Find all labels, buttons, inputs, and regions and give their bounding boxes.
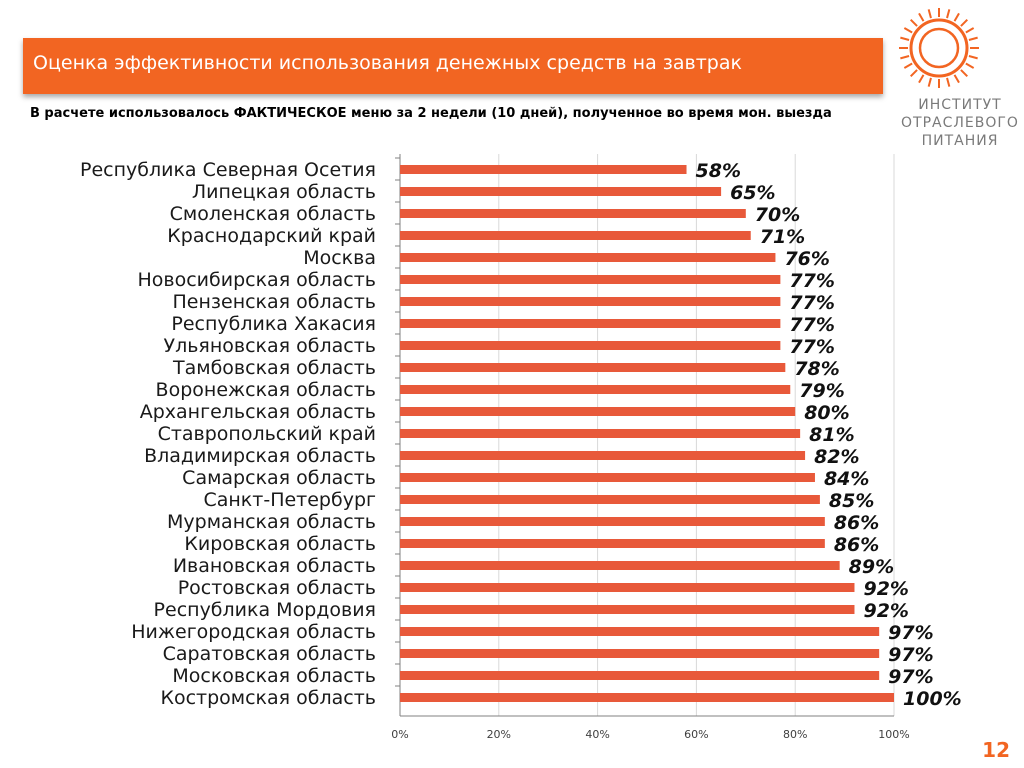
bar — [400, 671, 880, 680]
value-label: 86% — [834, 512, 879, 534]
logo-line-2: ОТРАСЛЕВОГО — [901, 115, 1019, 131]
value-label: 77% — [789, 336, 834, 358]
category-label: Владимирская область — [144, 445, 376, 467]
bar — [400, 627, 880, 636]
bar — [400, 693, 894, 702]
category-label: Пензенская область — [173, 291, 377, 313]
bar — [400, 605, 855, 614]
value-label: 79% — [799, 380, 844, 402]
category-label: Кировская область — [184, 533, 376, 555]
bar — [400, 385, 791, 394]
bar — [400, 187, 722, 196]
bar — [400, 253, 776, 262]
value-label: 82% — [814, 446, 859, 468]
value-label: 100% — [903, 688, 962, 710]
bar — [400, 539, 825, 548]
value-label: 97% — [888, 622, 933, 644]
x-tick-label: 80% — [783, 728, 807, 740]
logo-text: ИНСТИТУТ ОТРАСЛЕВОГО ПИТАНИЯ — [895, 96, 1024, 150]
category-label: Мурманская область — [167, 511, 376, 533]
bar — [400, 341, 781, 350]
x-tick-label: 60% — [684, 728, 708, 740]
bar — [400, 495, 820, 504]
category-label: Москва — [303, 247, 376, 269]
category-label: Московская область — [172, 665, 376, 687]
value-label: 70% — [755, 204, 800, 226]
category-label: Костромская область — [160, 687, 376, 709]
category-label: Самарская область — [182, 467, 376, 489]
category-label: Краснодарский край — [167, 225, 376, 247]
value-label: 89% — [849, 556, 894, 578]
bar — [400, 583, 855, 592]
x-tick-label: 100% — [878, 728, 909, 740]
value-label: 97% — [888, 644, 933, 666]
category-label: Ульяновская область — [164, 335, 376, 357]
value-label: 81% — [809, 424, 854, 446]
value-label: 77% — [789, 314, 834, 336]
page-title: Оценка эффективности использования денеж… — [33, 52, 742, 74]
category-label: Нижегородская область — [131, 621, 376, 643]
category-label: Республика Мордовия — [154, 599, 376, 621]
value-label: 86% — [834, 534, 879, 556]
x-tick-label: 20% — [487, 728, 511, 740]
category-label: Тамбовская область — [172, 357, 376, 379]
bar — [400, 451, 806, 460]
value-label: 85% — [829, 490, 874, 512]
sun-logo-icon — [899, 8, 979, 88]
bar — [400, 363, 786, 372]
value-label: 92% — [863, 578, 908, 600]
subtitle: В расчете использовалось ФАКТИЧЕСКОЕ мен… — [30, 106, 832, 121]
category-label: Архангельская область — [140, 401, 376, 423]
bar-chart: 0% 20% 40% 60% 80% 100% Республика Северная Ос… — [80, 154, 962, 740]
bar — [400, 165, 687, 174]
bar — [400, 319, 781, 328]
category-label: Саратовская область — [163, 643, 376, 665]
value-label: 76% — [784, 248, 829, 270]
institute-logo: ИНСТИТУТ ОТРАСЛЕВОГО ПИТАНИЯ — [895, 2, 1024, 162]
value-label: 58% — [696, 160, 741, 182]
bar — [400, 429, 801, 438]
category-label: Ивановская область — [173, 555, 376, 577]
x-tick-label: 40% — [585, 728, 609, 740]
value-label: 80% — [804, 402, 849, 424]
value-label: 65% — [730, 182, 775, 204]
bar — [400, 407, 796, 416]
value-label: 77% — [789, 270, 834, 292]
category-label: Воронежская область — [156, 379, 376, 401]
bar — [400, 231, 751, 240]
logo-line-3: ПИТАНИЯ — [921, 133, 999, 149]
category-label: Новосибирская область — [137, 269, 376, 291]
bar — [400, 473, 815, 482]
bar — [400, 649, 880, 658]
bar — [400, 209, 746, 218]
bar — [400, 275, 781, 284]
title-bar: Оценка эффективности использования денеж… — [23, 38, 883, 94]
category-label: Республика Северная Осетия — [80, 159, 376, 181]
value-label: 71% — [760, 226, 805, 248]
bar — [400, 561, 840, 570]
value-label: 97% — [888, 666, 933, 688]
category-label: Липецкая область — [192, 181, 376, 203]
category-label: Ставропольский край — [158, 423, 376, 445]
category-label: Республика Хакасия — [171, 313, 376, 335]
category-label: Ростовская область — [178, 577, 376, 599]
value-label: 84% — [824, 468, 869, 490]
x-tick-label: 0% — [391, 728, 408, 740]
category-label: Санкт-Петербург — [203, 489, 376, 511]
value-label: 77% — [789, 292, 834, 314]
value-label: 92% — [863, 600, 908, 622]
category-label: Смоленская область — [170, 203, 376, 225]
bar — [400, 297, 781, 306]
page-number: 12 — [982, 738, 1010, 762]
logo-line-1: ИНСТИТУТ — [918, 97, 1002, 113]
bar — [400, 517, 825, 526]
value-label: 78% — [794, 358, 839, 380]
